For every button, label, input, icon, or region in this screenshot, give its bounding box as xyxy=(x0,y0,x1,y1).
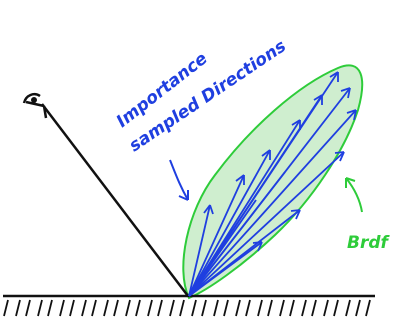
view-direction-arrow xyxy=(41,103,189,297)
sampled-direction-2-head xyxy=(235,174,245,185)
ground-hatching xyxy=(3,299,371,317)
sampled-direction-10-head xyxy=(290,209,301,220)
sampled-direction-8 xyxy=(188,109,357,297)
sampled-direction-9 xyxy=(188,151,345,297)
label-brdf: Brdf xyxy=(347,233,391,253)
view-arrowhead xyxy=(25,100,48,119)
eye-icon xyxy=(22,93,41,104)
sampled-direction-3-head xyxy=(261,149,271,160)
sampled-direction-11-head xyxy=(252,241,263,252)
sampled-direction-7-head xyxy=(340,87,351,99)
sampled-direction-13 xyxy=(188,199,257,297)
label-pointer-arrowhead xyxy=(178,190,189,201)
sampled-directions xyxy=(188,71,357,297)
sampled-direction-14 xyxy=(188,171,286,297)
brdf-pointer-arrowhead xyxy=(345,177,356,188)
sampled-direction-1 xyxy=(188,204,211,297)
sampled-direction-2 xyxy=(188,174,245,297)
brdf-pointer-arrow xyxy=(345,177,363,213)
sampled-direction-9-head xyxy=(334,151,345,162)
sampled-direction-3 xyxy=(188,149,271,297)
sampled-direction-8-head xyxy=(346,109,357,121)
sampled-direction-6-head xyxy=(329,71,339,82)
label-pointer-arrow xyxy=(169,159,189,201)
sampled-direction-11 xyxy=(188,241,263,297)
sampled-direction-1-head xyxy=(203,204,214,215)
